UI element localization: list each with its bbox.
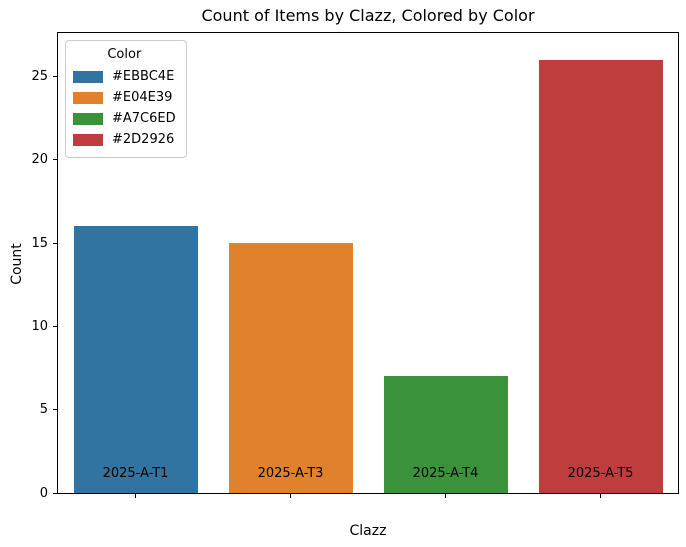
bar-2025-A-T5 [538,59,663,493]
x-tick-label-2025-A-T1: 2025-A-T1 [102,466,169,481]
y-tick-mark [53,325,57,327]
legend-entry-label: #E04E39 [112,90,173,105]
legend-entry: #EBBC4E [73,66,176,87]
y-tick-label: 15 [31,235,48,251]
y-tick-label: 20 [31,152,48,168]
x-axis-label: Clazz [349,523,387,539]
y-tick-label: 5 [39,402,48,418]
plot-area: 0 5 10 15 20 25 Color #EBBC4E #E04E39 #A7C6ED #2… [31,32,679,500]
legend-entry-label: #A7C6ED [112,111,176,126]
bar-2025-A-T3 [228,243,353,493]
legend-entries: #EBBC4E #E04E39 #A7C6ED #2D2926 [73,66,176,150]
x-tick-label-2025-A-T4: 2025-A-T4 [412,466,479,481]
x-tick-mark [135,494,136,498]
legend-swatch-icon [73,112,103,125]
legend-entry: #2D2926 [73,129,176,150]
y-tick-mark [53,159,57,161]
legend-entry: #A7C6ED [73,108,176,129]
y-tick-label: 25 [31,68,48,84]
legend-swatch-icon [73,91,103,104]
x-tick-mark [600,494,601,498]
legend-title: Color [107,47,142,62]
legend-swatch-icon [73,70,103,83]
y-tick-label: 0 [39,485,48,501]
y-tick-label: 10 [31,318,48,334]
y-tick-mark [53,75,57,77]
x-tick-mark [290,494,291,498]
bar-2025-A-T1 [73,226,198,493]
legend: Color #EBBC4E #E04E39 #A7C6ED #2D2926 [65,40,187,158]
legend-entry-label: #2D2926 [112,132,175,147]
y-tick-mark [53,492,57,494]
bar-2025-A-T4 [383,376,508,493]
y-tick-mark [53,409,57,411]
legend-swatch-icon [73,133,103,146]
legend-entry-label: #EBBC4E [112,69,175,84]
y-axis-label: Count [9,243,25,285]
legend-entry: #E04E39 [73,87,176,108]
x-tick-label-2025-A-T3: 2025-A-T3 [257,466,324,481]
x-tick-mark [445,494,446,498]
chart-title: Count of Items by Clazz, Colored by Colo… [201,6,535,25]
y-tick-mark [53,242,57,244]
x-tick-label-2025-A-T5: 2025-A-T5 [567,466,634,481]
